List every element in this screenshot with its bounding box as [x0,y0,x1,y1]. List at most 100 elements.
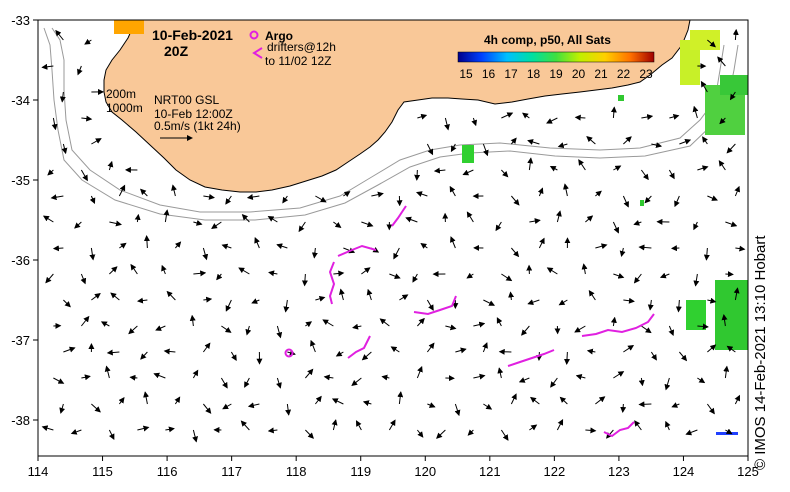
current-arrow [81,374,91,381]
current-arrow [216,273,223,281]
current-arrow [725,221,738,228]
current-arrow [53,377,65,384]
current-arrow [518,377,530,383]
current-arrow [613,272,625,279]
credit-text: © IMOS 14-Feb-2021 13:10 Hobart [752,235,769,470]
sst-tick-label: 19 [549,67,563,81]
y-tick-label: -35 [11,173,30,188]
current-arrow [558,299,568,306]
current-arrow [343,247,356,254]
sst-tick-label: 20 [572,67,586,81]
x-tick-label: 120 [414,464,436,479]
current-arrow [692,105,699,119]
current-arrow [420,242,428,249]
current-arrow [574,325,586,333]
current-arrow [362,400,372,407]
current-arrow [361,351,372,361]
current-arrow [706,403,715,415]
current-arrow [129,374,138,381]
current-arrow [118,184,126,197]
current-arrow [371,191,384,198]
current-arrow [59,91,66,103]
current-arrow [282,195,289,204]
current-arrow [171,184,177,197]
current-arrow [137,425,150,432]
current-arrow [426,342,435,353]
current-arrow [143,235,150,249]
current-arrow [733,287,740,301]
current-arrow [202,403,212,414]
current-arrow [323,374,334,381]
current-arrow [664,377,671,391]
current-arrow [462,169,474,176]
current-arrow [501,273,513,282]
current-arrow [501,112,514,119]
current-arrow [153,372,166,379]
current-arrow [707,39,716,48]
current-arrow [483,403,493,410]
current-arrow [140,351,148,360]
sst-tick-label: 16 [482,67,496,81]
current-arrow [89,247,96,261]
argo-float [284,348,294,358]
current-arrow [134,213,141,223]
current-arrow [315,195,327,203]
sst-colorbar [457,51,655,63]
current-arrow [641,114,654,120]
current-arrow [163,348,176,355]
current-arrow [679,138,692,145]
current-arrow [537,187,544,197]
current-arrow [500,429,509,441]
sst-title: 4h comp, p50, All Sats [484,33,611,47]
current-arrow [161,264,167,275]
current-arrow [473,321,486,328]
current-arrow [555,210,562,223]
current-arrow [665,420,671,431]
current-arrow [483,299,496,306]
sst-patches [462,30,748,435]
current-arrow [352,323,362,330]
current-arrow [211,221,222,230]
current-arrow [202,342,211,353]
y-tick-label: -34 [11,93,30,108]
current-arrow [735,245,746,252]
current-arrow [390,346,400,353]
current-arrow [718,160,726,171]
current-arrow [42,215,54,223]
current-arrow [723,365,730,379]
current-arrow [174,241,182,249]
y-tick-label: -36 [11,253,30,268]
current-arrow [311,247,318,259]
current-arrow [80,273,87,285]
current-arrow [118,397,125,405]
current-arrow [556,418,564,431]
product-name: NRT00 GSL [154,93,219,107]
current-arrow [59,403,66,414]
current-arrow [707,344,717,353]
current-arrow [416,429,424,438]
velocity-scale-label: 0.5m/s (1kt 24h) [154,119,241,133]
current-arrow [314,395,322,405]
current-arrow [276,325,283,339]
current-arrow [63,346,76,353]
current-arrow [41,63,54,70]
current-arrow [527,139,540,145]
current-arrow [202,247,209,261]
current-arrow [482,342,488,353]
current-arrow [130,263,138,275]
x-tick-label: 124 [673,464,695,479]
current-arrow [91,292,101,301]
argo-legend-label: Argo [265,29,293,43]
current-arrow [315,295,326,302]
current-arrow [335,350,344,357]
current-arrow [322,319,334,327]
sst-tick-label: 15 [459,67,473,81]
current-arrow [426,143,434,156]
current-arrow [586,136,596,145]
current-arrow [119,242,127,249]
current-arrow [613,371,625,379]
map-time: 20Z [164,43,189,59]
current-arrow [285,403,292,416]
current-arrow [163,209,170,223]
current-arrow [225,195,232,205]
